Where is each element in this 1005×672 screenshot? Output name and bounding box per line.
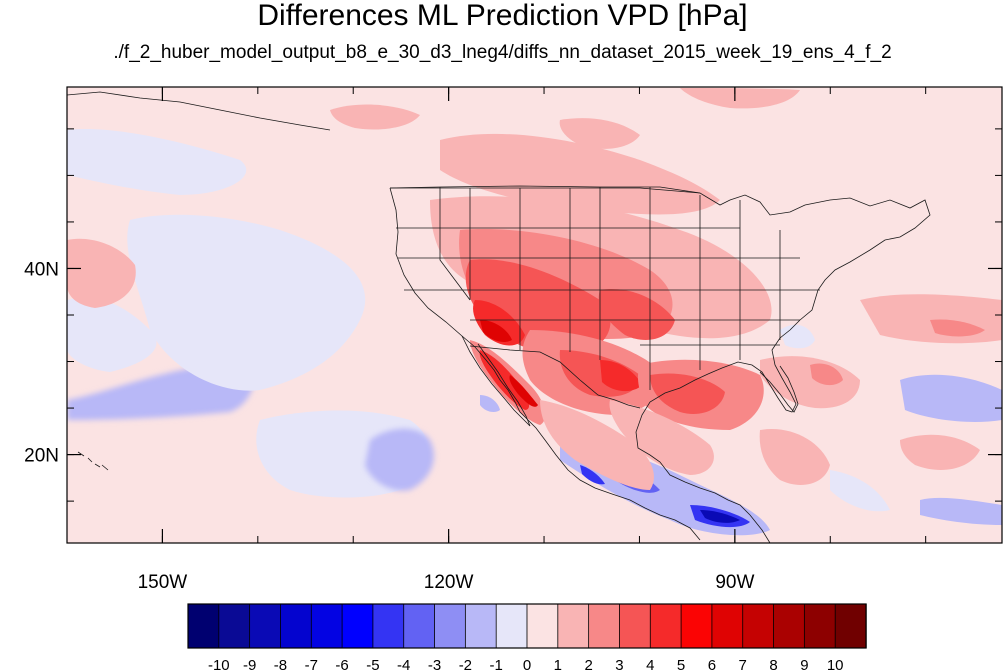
colorbar-swatch — [280, 603, 312, 649]
colorbar: -10 -9 -8 -7 -6 -5 -4 -3 -2 -1 0 1 2 3 4 5 6 7 8 9 10 — [187, 603, 867, 672]
florida-peninsula — [759, 365, 799, 413]
colorbar-label: -5 — [366, 657, 379, 672]
alaska-coast — [67, 91, 331, 131]
x-tick-label: 90W — [715, 572, 754, 593]
colorbar-swatch — [649, 603, 682, 649]
colorbar-label: 4 — [646, 657, 654, 672]
colorbar-label: 1 — [554, 657, 562, 672]
colorbar-label: 2 — [584, 657, 592, 672]
colorbar-swatch — [495, 603, 528, 649]
colorbar-swatch — [742, 603, 775, 649]
colorbar-swatch — [803, 603, 836, 649]
colorbar-label: -8 — [274, 657, 287, 672]
colorbar-label: -2 — [459, 657, 472, 672]
colorbar-label: 9 — [800, 657, 808, 672]
colorbar-swatch — [526, 603, 559, 649]
colorbar-swatch — [464, 603, 497, 649]
colorbar-swatch — [187, 603, 220, 649]
x-tick-label: 120W — [424, 572, 474, 593]
colorbar-swatch — [711, 603, 744, 649]
state-border-1 — [439, 187, 471, 301]
colorbar-swatch — [680, 603, 713, 649]
colorbar-label: 6 — [708, 657, 716, 672]
colorbar-label: 8 — [769, 657, 777, 672]
colorbar-label: 3 — [615, 657, 623, 672]
colorbar-label: 10 — [827, 657, 844, 672]
colorbar-label: -9 — [243, 657, 256, 672]
colorbar-swatch — [218, 603, 251, 649]
colorbar-swatch — [403, 603, 436, 649]
chart-title: Differences ML Prediction VPD [hPa] — [257, 0, 748, 32]
axes: 150W 120W 90W 20N 40N — [24, 87, 1002, 593]
heatmap-field — [67, 87, 1002, 543]
colorbar-label: -7 — [305, 657, 318, 672]
colorbar-swatch — [588, 603, 621, 649]
colorbar-swatch — [310, 603, 343, 649]
us-canada-border — [390, 187, 701, 194]
colorbar-label: -4 — [397, 657, 410, 672]
country-outlines — [67, 91, 931, 543]
colorbar-label: 7 — [739, 657, 747, 672]
colorbar-label: 5 — [677, 657, 685, 672]
colorbar-swatch — [619, 603, 651, 649]
colorbar-label: -6 — [335, 657, 348, 672]
colorbar-frame — [187, 603, 867, 649]
colorbar-swatch — [341, 603, 374, 649]
chart-subtitle: ./f_2_huber_model_output_b8_e_30_d3_lneg… — [113, 42, 892, 63]
colorbar-swatch — [372, 603, 405, 649]
colorbar-label: 0 — [523, 657, 531, 672]
colorbar-label: -1 — [490, 657, 503, 672]
x-tick-label: 150W — [138, 572, 188, 593]
colorbar-swatch — [249, 603, 282, 649]
colorbar-swatch — [557, 603, 590, 649]
positive-anomaly-regions — [67, 88, 1002, 490]
negative-anomaly-regions — [67, 129, 1002, 536]
colorbar-label: -3 — [428, 657, 441, 672]
colorbar-swatch — [434, 603, 467, 649]
y-tick-label: 40N — [24, 259, 59, 280]
colorbar-swatch — [834, 603, 867, 649]
us-mexico-border — [469, 345, 641, 409]
colorbar-swatch — [773, 603, 806, 649]
y-tick-label: 20N — [24, 446, 59, 467]
baja-peninsula — [461, 335, 531, 427]
colorbar-label: -10 — [208, 657, 230, 672]
